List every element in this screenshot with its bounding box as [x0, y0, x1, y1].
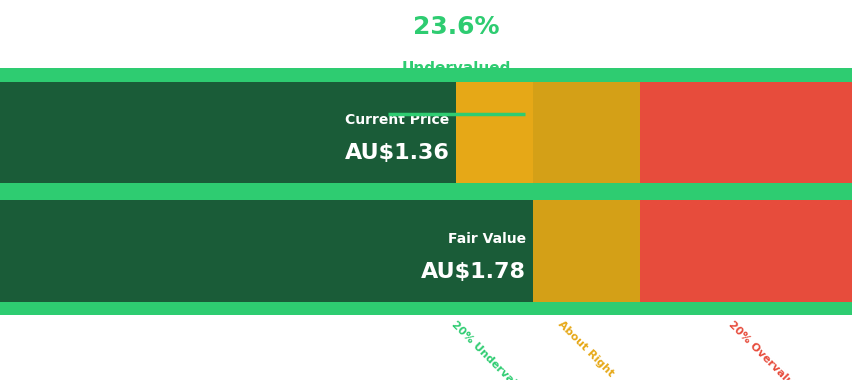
- Bar: [0, 68, 456, 315]
- Bar: [456, 68, 532, 315]
- Text: About Right: About Right: [556, 319, 615, 379]
- Bar: [0, 183, 852, 200]
- Bar: [0, 201, 532, 302]
- Text: 23.6%: 23.6%: [412, 15, 499, 39]
- Text: AU$1.78: AU$1.78: [421, 261, 526, 282]
- Text: 20% Undervalued: 20% Undervalued: [449, 319, 533, 380]
- Bar: [532, 68, 639, 315]
- Text: Fair Value: Fair Value: [447, 232, 526, 246]
- Bar: [639, 68, 852, 315]
- Text: Undervalued: Undervalued: [401, 61, 510, 76]
- Text: Current Price: Current Price: [345, 113, 449, 127]
- Bar: [0, 82, 456, 183]
- Bar: [0, 68, 852, 82]
- Text: AU$1.36: AU$1.36: [344, 143, 449, 163]
- Bar: [0, 302, 852, 315]
- Text: 20% Overvalued: 20% Overvalued: [726, 319, 804, 380]
